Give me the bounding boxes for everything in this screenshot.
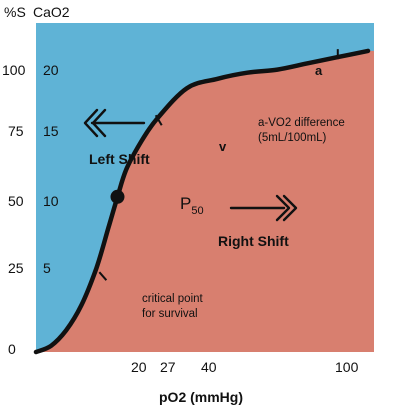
point-markers [110, 189, 125, 204]
avo2-label-line1: a-VO2 difference [258, 117, 345, 129]
right-shift-label: Right Shift [218, 233, 289, 249]
arterial-point-label: a [315, 63, 323, 78]
x-tick-100: 100 [335, 359, 359, 375]
y-tick-sat-100: 100 [2, 62, 26, 78]
y-tick-sat-50: 50 [8, 193, 24, 209]
dissociation-curve [33, 48, 371, 355]
p50-letter: P [180, 194, 191, 213]
y-tick-sat-0: 0 [8, 341, 16, 357]
y-tick-cao2-5: 5 [43, 260, 51, 276]
y-tick-cao2-20: 20 [43, 62, 59, 78]
y-header-cao2: CaO2 [33, 4, 70, 20]
y-tick-cao2-15: 15 [43, 123, 59, 139]
y-tick-sat-75: 75 [8, 123, 24, 139]
avo2-label-line2: (5mL/100mL) [258, 132, 327, 144]
curve-line [33, 48, 371, 355]
x-tick-20: 20 [131, 359, 147, 375]
y-tick-sat-25: 25 [8, 260, 24, 276]
left-shift-label: Left Shift [89, 151, 150, 167]
x-tick-27: 27 [160, 359, 176, 375]
chart-regions [36, 23, 374, 353]
x-tick-40: 40 [201, 359, 217, 375]
p50-point [110, 189, 125, 204]
critical-label-line2: for survival [142, 308, 198, 320]
y-header-saturation: %S [4, 4, 26, 20]
y-tick-cao2-10: 10 [43, 193, 59, 209]
p50-subscript: 50 [191, 205, 203, 217]
right-shift-arrow [229, 194, 298, 222]
critical-point-tick [98, 271, 108, 281]
right-shift-region [36, 50, 374, 353]
p50-label: P50 [180, 194, 204, 217]
left-shift-arrow [83, 108, 146, 138]
x-axis-title: pO2 (mmHg) [159, 389, 243, 405]
venous-point-label: v [219, 139, 227, 154]
critical-label-line1: critical point [142, 293, 204, 305]
